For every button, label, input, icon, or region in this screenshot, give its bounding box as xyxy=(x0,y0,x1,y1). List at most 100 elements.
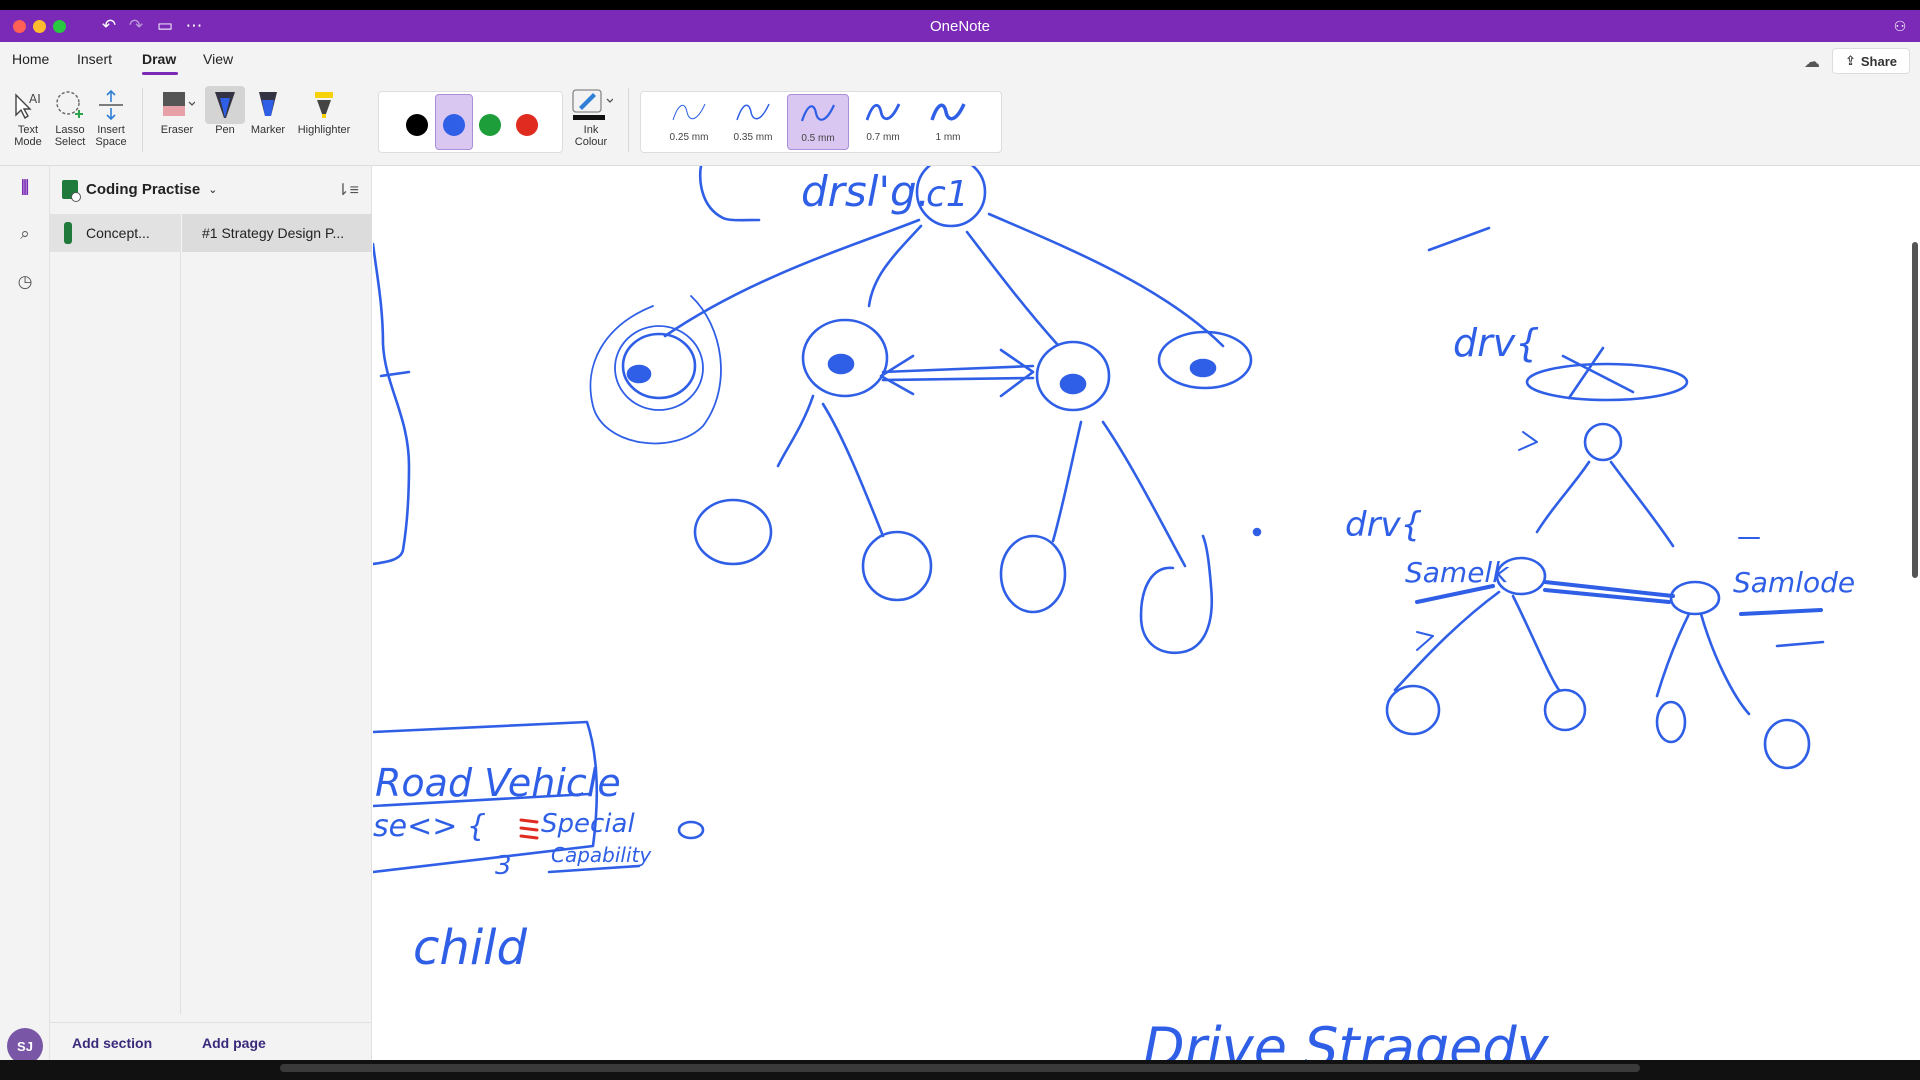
notebooks-icon[interactable]: ⫼ xyxy=(21,178,29,197)
draw-ribbon: AI Text Mode Lasso Select Insert Space E… xyxy=(0,78,1920,166)
thickness-035mm-option[interactable]: 0.35 mm xyxy=(722,94,784,150)
lasso-select-button[interactable]: Lasso Select xyxy=(51,86,89,148)
insert-space-icon xyxy=(92,86,130,124)
sync-status-icon[interactable]: ☁ xyxy=(1804,54,1820,71)
share-icon: ⇪ xyxy=(1844,53,1856,68)
sort-icon[interactable]: ⇂≡ xyxy=(336,182,359,199)
ink-top-label: drsl'g. xyxy=(801,167,930,216)
insert-space-label: Insert Space xyxy=(95,124,127,148)
marker-label: Marker xyxy=(250,124,286,136)
sections-pages-pane: Coding Practise ⌄ ⇂≡ Concept... #1 Strat… xyxy=(50,166,372,1060)
navigation-rail: ⫼ ⌕ ◷ SJ xyxy=(0,166,50,1060)
search-icon[interactable]: ⌕ xyxy=(20,224,30,243)
thickness-label: 0.35 mm xyxy=(733,132,773,143)
pen-thickness-selector: 0.25 mm 0.35 mm 0.5 mm 0.7 mm 1 mm xyxy=(640,91,1002,153)
folder-icon[interactable]: ▭ xyxy=(156,16,174,35)
stroke-sample-icon xyxy=(672,103,706,121)
section-item[interactable]: Concept... xyxy=(50,214,181,252)
onenote-window: ↶ ↷ ▭ ⋯ OneNote ⚇ Home Insert Draw View … xyxy=(0,10,1920,1060)
eraser-button[interactable]: Eraser xyxy=(155,86,199,136)
ink-capability: Capability xyxy=(551,843,652,867)
tab-home[interactable]: Home xyxy=(12,51,50,67)
ink-child: child xyxy=(413,920,527,976)
add-page-button[interactable]: Add page xyxy=(202,1035,266,1051)
pen-button[interactable]: Pen xyxy=(205,86,245,136)
ink-same-right: Samlode xyxy=(1733,566,1855,599)
text-mode-icon: AI xyxy=(10,86,46,124)
thickness-05mm-option[interactable]: 0.5 mm xyxy=(787,94,849,150)
thickness-025mm-option[interactable]: 0.25 mm xyxy=(658,94,720,150)
insert-space-button[interactable]: Insert Space xyxy=(92,86,130,148)
pen-icon xyxy=(205,86,245,124)
marker-button[interactable]: Marker xyxy=(247,86,289,136)
tab-insert[interactable]: Insert xyxy=(77,51,113,67)
share-label: Share xyxy=(1860,53,1898,69)
svg-text:AI: AI xyxy=(29,92,41,106)
color-green-swatch[interactable] xyxy=(479,114,501,136)
account-icon[interactable]: ⚇ xyxy=(1893,17,1907,34)
ribbon-tabs: Home Insert Draw View ☁ ⇪ Share xyxy=(0,42,1920,78)
eraser-label: Eraser xyxy=(160,124,194,136)
ribbon-separator xyxy=(142,88,143,152)
section-color-tab xyxy=(64,222,72,244)
add-section-button[interactable]: Add section xyxy=(72,1035,153,1051)
thickness-label: 0.5 mm xyxy=(801,133,835,144)
ink-colour-button[interactable]: Ink Colour xyxy=(566,86,616,148)
sections-list: Concept... xyxy=(50,214,181,1014)
text-mode-label: Text Mode xyxy=(14,124,42,148)
window-title: OneNote xyxy=(929,18,991,35)
chevron-down-icon: ⌄ xyxy=(208,184,218,196)
active-tab-indicator xyxy=(142,72,178,75)
marker-icon xyxy=(247,86,289,124)
highlighter-label: Highlighter xyxy=(297,124,351,136)
thickness-07mm-option[interactable]: 0.7 mm xyxy=(852,94,914,150)
lasso-icon xyxy=(51,86,89,124)
ink-colour-icon xyxy=(566,86,616,124)
notebook-icon xyxy=(62,180,81,202)
page-title-label: #1 Strategy Design P... xyxy=(202,225,345,241)
note-canvas[interactable]: drsl'g. c1 xyxy=(373,166,1920,1060)
highlighter-button[interactable]: Highlighter xyxy=(292,86,356,136)
user-avatar[interactable]: SJ xyxy=(7,1028,43,1060)
bottom-scroll-area xyxy=(0,1060,1920,1080)
color-blue-swatch[interactable] xyxy=(443,114,465,136)
recent-clock-icon[interactable]: ◷ xyxy=(17,272,33,291)
vertical-scrollbar[interactable] xyxy=(1912,242,1918,578)
maximize-window-button[interactable] xyxy=(53,20,66,33)
stroke-sample-icon xyxy=(800,104,836,122)
thickness-label: 0.7 mm xyxy=(866,132,900,143)
tab-draw[interactable]: Draw xyxy=(142,51,177,67)
section-label: Concept... xyxy=(86,225,150,241)
color-black-swatch[interactable] xyxy=(406,114,428,136)
thickness-label: 1 mm xyxy=(935,132,961,143)
stroke-sample-icon xyxy=(930,103,966,121)
pen-color-palette xyxy=(378,91,563,153)
notebook-switcher[interactable]: Coding Practise ⌄ xyxy=(62,180,218,202)
ink-colour-label: Ink Colour xyxy=(574,124,608,148)
ink-special: Special xyxy=(541,809,635,839)
redo-icon[interactable]: ↷ xyxy=(128,16,144,35)
text-mode-button[interactable]: AI Text Mode xyxy=(10,86,46,148)
minimize-window-button[interactable] xyxy=(33,20,46,33)
ink-method: se<> { xyxy=(373,809,486,844)
stroke-sample-icon xyxy=(736,103,770,121)
thickness-1mm-option[interactable]: 1 mm xyxy=(917,94,979,150)
page-item[interactable]: #1 Strategy Design P... xyxy=(182,214,372,252)
color-red-swatch[interactable] xyxy=(516,114,538,136)
lasso-select-label: Lasso Select xyxy=(54,124,86,148)
ribbon-separator xyxy=(628,88,629,152)
ink-drawing: drsl'g. c1 xyxy=(373,166,1855,1060)
close-window-button[interactable] xyxy=(13,20,26,33)
undo-icon[interactable]: ↶ xyxy=(101,16,117,35)
thickness-label: 0.25 mm xyxy=(669,132,709,143)
share-button[interactable]: ⇪ Share xyxy=(1832,48,1910,74)
highlighter-icon xyxy=(292,86,356,124)
ink-drv-right: drv{ xyxy=(1453,321,1539,365)
tab-view[interactable]: View xyxy=(203,51,234,67)
horizontal-scrollbar[interactable] xyxy=(280,1064,1640,1072)
ink-strategy: Drive Stragedy xyxy=(1143,1016,1550,1060)
ink-c1: c1 xyxy=(926,174,969,215)
pane-footer: Add section Add page xyxy=(50,1022,372,1060)
ink-same-left: Samelk xyxy=(1405,556,1510,589)
more-icon[interactable]: ⋯ xyxy=(185,16,203,35)
